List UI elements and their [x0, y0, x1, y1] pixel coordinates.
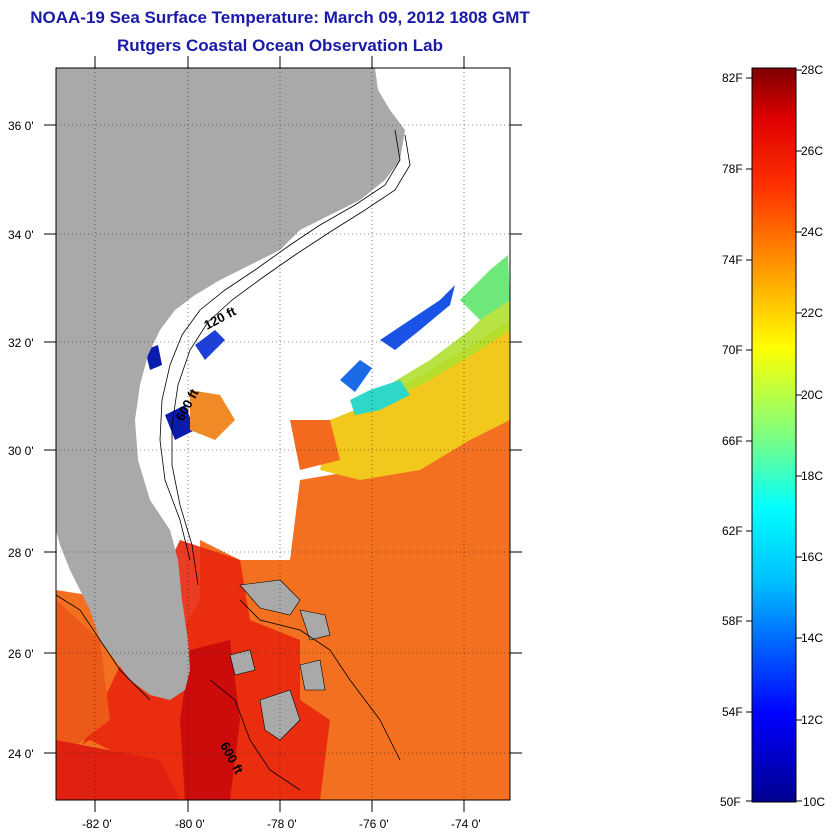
- colorbar-c-label: 10C: [803, 795, 825, 809]
- lon-label: -76 0': [359, 817, 389, 831]
- latitude-labels: 36 0' 34 0' 32 0' 30 0' 28 0' 26 0' 24 0…: [8, 119, 34, 761]
- colorbar-c-label: 16C: [801, 550, 823, 564]
- colorbar-f-label: 82F: [722, 71, 743, 85]
- bahamas-islands: [229, 579, 331, 741]
- map-title: NOAA-19 Sea Surface Temperature: March 0…: [30, 8, 530, 27]
- colorbar-f-label: 74F: [722, 253, 743, 267]
- colorbar-c-label: 24C: [801, 225, 823, 239]
- lat-label: 26 0': [8, 647, 34, 661]
- colorbar-f-label: 54F: [722, 705, 743, 719]
- colorbar-c-label: 20C: [801, 388, 823, 402]
- colorbar-f-label: 62F: [722, 524, 743, 538]
- land-mass: [56, 68, 405, 700]
- lat-label: 32 0': [8, 336, 34, 350]
- colorbar-f-label: 78F: [722, 162, 743, 176]
- lon-label: -82 0': [82, 817, 112, 831]
- colorbar-f-label: 70F: [722, 343, 743, 357]
- lat-label: 24 0': [8, 747, 34, 761]
- lon-label: -78 0': [267, 817, 297, 831]
- colorbar-c-label: 12C: [801, 713, 823, 727]
- colorbar-f-label: 50F: [720, 795, 741, 809]
- lon-label: -74 0': [451, 817, 481, 831]
- lat-label: 28 0': [8, 546, 34, 560]
- lon-label: -80 0': [175, 817, 205, 831]
- colorbar-c-label: 14C: [801, 631, 823, 645]
- depth-contours: [56, 129, 411, 791]
- colorbar-c-label: 18C: [801, 469, 823, 483]
- map-subtitle: Rutgers Coastal Ocean Observation Lab: [117, 36, 443, 55]
- lat-label: 34 0': [8, 228, 34, 242]
- colorbar-c-label: 28C: [801, 63, 823, 77]
- colorbar-gradient: [751, 67, 797, 803]
- colorbar-f-label: 66F: [722, 434, 743, 448]
- map-frame: [55, 67, 511, 801]
- colorbar-c-label: 22C: [801, 306, 823, 320]
- colorbar-f-label: 58F: [722, 614, 743, 628]
- frame-ticks: [44, 56, 522, 812]
- sst-map: 120 ft 600 ft 600 ft: [56, 68, 510, 800]
- colorbar: 82F 78F 74F 70F 66F 62F 58F 54F 50F 28C …: [720, 63, 825, 809]
- lat-label: 36 0': [8, 119, 34, 133]
- colorbar-c-label: 26C: [801, 144, 823, 158]
- lat-label: 30 0': [8, 444, 34, 458]
- longitude-labels: -82 0' -80 0' -78 0' -76 0' -74 0': [82, 817, 481, 831]
